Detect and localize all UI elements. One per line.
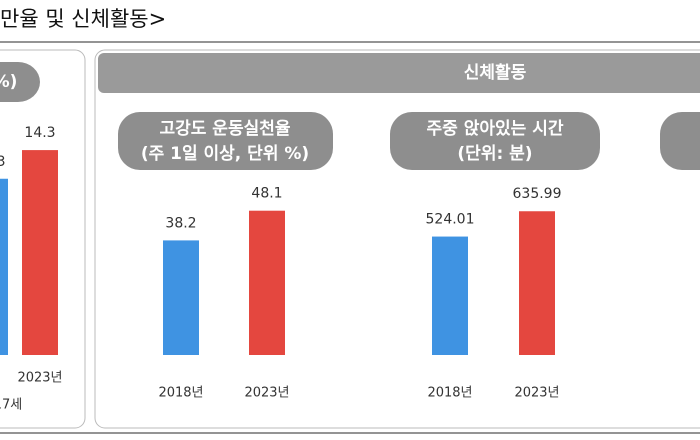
bar [432, 236, 468, 355]
chart-title-pill [390, 112, 600, 170]
category-label: 2023년 [17, 371, 62, 386]
bar [519, 211, 555, 355]
value-label: 635.99 [513, 186, 562, 202]
chart-title-pill [118, 112, 333, 170]
value-label: 14.3 [24, 125, 55, 141]
category-label: 2018년 [427, 386, 472, 401]
category-label: 2023년 [244, 386, 289, 401]
chart-title: %) [0, 72, 17, 92]
chart-title: 주중 앉아있는 시간 [427, 118, 564, 139]
bar [0, 178, 8, 355]
value-label: 12.3 [0, 154, 6, 170]
value-label: 38.2 [165, 215, 196, 231]
page-title: 만율 및 신체활동> [0, 7, 166, 31]
chart-title-pill [0, 62, 40, 102]
section-header [98, 53, 700, 93]
chart-subtitle: (단위: 분) [457, 144, 532, 164]
chart-note: 17세 [0, 398, 22, 413]
category-label: 2023년 [514, 386, 559, 401]
bar [249, 210, 285, 355]
section-title: 신체활동 [464, 62, 527, 83]
left-panel [0, 49, 86, 429]
bar [163, 240, 199, 355]
bar [22, 150, 58, 355]
chart-subtitle: (주 1일 이상, 단위 %) [141, 144, 309, 164]
main-panel [94, 49, 700, 429]
chart-title: 고강도 운동실천율 [159, 119, 290, 139]
value-label: 48.1 [251, 186, 282, 202]
cut-pill [660, 112, 700, 170]
category-label: 2018년 [158, 386, 203, 401]
value-label: 524.01 [426, 212, 475, 228]
